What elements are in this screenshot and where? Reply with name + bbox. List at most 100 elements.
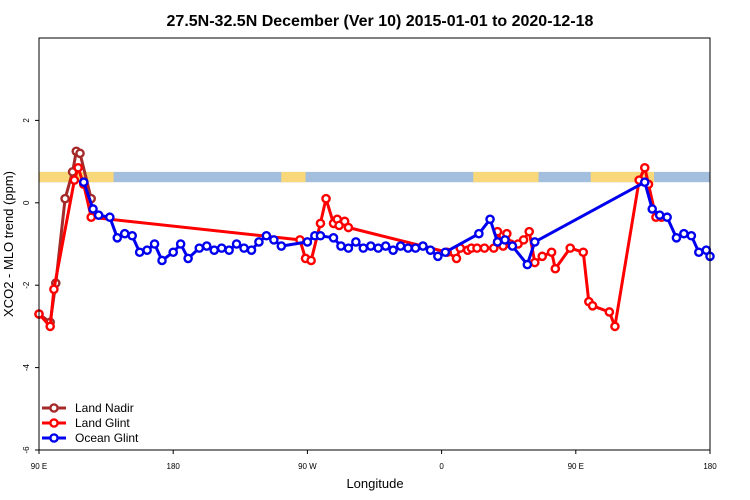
data-point-ocean-glint xyxy=(269,235,279,245)
y-tick-label: -2 xyxy=(22,281,31,289)
data-point-ocean-glint xyxy=(119,228,130,239)
data-point-ocean-glint xyxy=(302,237,313,247)
data-point-ocean-glint xyxy=(365,241,376,251)
y-tick-label: 2 xyxy=(22,118,31,123)
data-point-land-glint xyxy=(306,255,316,266)
data-point-land-glint xyxy=(537,251,548,262)
data-point-ocean-glint xyxy=(679,228,689,239)
data-point-ocean-glint xyxy=(529,237,540,247)
data-point-land-glint xyxy=(546,247,557,258)
data-point-land-glint xyxy=(472,243,482,253)
data-point-ocean-glint xyxy=(647,204,658,214)
data-point-ocean-glint xyxy=(418,241,428,251)
data-point-land-glint xyxy=(321,193,331,204)
data-point-ocean-glint xyxy=(93,210,104,220)
data-point-ocean-glint xyxy=(216,243,227,253)
legend-label-land-glint: Land Glint xyxy=(75,416,130,430)
data-point-ocean-glint xyxy=(410,243,421,253)
data-point-land-nadir xyxy=(60,193,70,204)
legend-label-land-nadir: Land Nadir xyxy=(75,401,134,415)
data-point-land-glint xyxy=(479,243,490,253)
data-point-ocean-glint xyxy=(276,241,287,251)
legend-label-ocean-glint: Ocean Glint xyxy=(75,431,139,445)
data-point-ocean-glint xyxy=(639,177,650,187)
x-tick-label: 90 W xyxy=(298,462,317,471)
data-point-ocean-glint xyxy=(492,237,503,247)
data-point-ocean-glint xyxy=(239,243,249,253)
data-point-land-glint xyxy=(45,321,55,332)
data-point-ocean-glint xyxy=(373,243,384,253)
data-point-ocean-glint xyxy=(425,245,436,255)
y-tick-label: -6 xyxy=(22,446,31,454)
x-tick-label: 90 E xyxy=(31,462,47,471)
data-point-ocean-glint xyxy=(686,230,697,241)
data-point-land-glint xyxy=(73,162,83,173)
legend-marker-land-glint xyxy=(49,418,59,428)
data-point-ocean-glint xyxy=(328,233,339,243)
data-point-ocean-glint xyxy=(183,253,193,264)
y-tick-label: 0 xyxy=(22,200,31,205)
data-point-ocean-glint xyxy=(440,247,451,258)
data-point-land-glint xyxy=(69,175,80,185)
data-point-land-glint xyxy=(86,212,96,223)
surface-strip-ocean xyxy=(39,171,710,183)
legend-marker-ocean-glint xyxy=(49,433,59,443)
data-point-land-glint xyxy=(550,263,561,274)
data-point-land-glint xyxy=(565,243,576,253)
data-point-ocean-glint xyxy=(336,241,346,251)
data-point-ocean-glint xyxy=(231,239,242,249)
data-point-ocean-glint xyxy=(105,212,115,223)
plot-frame xyxy=(38,37,711,451)
data-point-land-glint xyxy=(587,300,598,311)
data-point-ocean-glint xyxy=(134,247,145,258)
data-point-ocean-glint xyxy=(433,251,443,262)
data-point-ocean-glint xyxy=(224,245,234,255)
data-point-land-glint xyxy=(451,253,462,264)
surface-strip-land-1 xyxy=(281,171,306,183)
data-point-land-nadir xyxy=(75,148,85,159)
data-point-ocean-glint xyxy=(88,204,98,214)
data-point-ocean-glint xyxy=(671,233,682,243)
data-point-ocean-glint xyxy=(380,241,391,251)
data-point-land-glint xyxy=(343,222,354,233)
y-axis-label: XCO2 - MLO trend (ppm) xyxy=(1,171,16,317)
data-point-ocean-glint xyxy=(662,212,672,223)
data-point-ocean-glint xyxy=(175,239,186,249)
data-point-land-glint xyxy=(518,235,529,245)
data-point-land-glint xyxy=(639,162,650,173)
x-tick-label: 180 xyxy=(703,462,717,471)
y-tick-label: -4 xyxy=(22,363,31,371)
data-point-ocean-glint xyxy=(395,241,406,251)
data-point-ocean-glint xyxy=(78,177,89,187)
data-point-land-glint xyxy=(604,307,615,317)
data-point-ocean-glint xyxy=(654,210,665,220)
data-point-ocean-glint xyxy=(500,235,510,245)
x-tick-label: 90 E xyxy=(568,462,584,471)
data-point-ocean-glint xyxy=(261,230,272,241)
data-point-ocean-glint xyxy=(485,214,495,225)
chart-title: 27.5N-32.5N December (Ver 10) 2015-01-01… xyxy=(167,13,594,30)
surface-strip-land-3 xyxy=(590,171,655,183)
y-axis: 2 0 -2 -4 -6 xyxy=(22,118,39,454)
surface-strip xyxy=(39,171,710,183)
data-point-ocean-glint xyxy=(149,239,160,249)
data-point-ocean-glint xyxy=(246,245,257,255)
data-point-ocean-glint xyxy=(112,233,123,243)
data-point-land-glint xyxy=(315,218,326,229)
data-point-land-glint xyxy=(610,321,620,332)
data-point-ocean-glint xyxy=(694,247,704,258)
data-point-ocean-glint xyxy=(254,237,264,247)
legend-marker-land-nadir xyxy=(49,403,59,413)
data-point-ocean-glint xyxy=(194,243,205,253)
data-point-ocean-glint xyxy=(142,245,152,255)
x-axis: 90 E 180 90 W 0 90 E 180 xyxy=(31,450,717,471)
data-point-ocean-glint xyxy=(388,245,398,255)
data-point-ocean-glint xyxy=(168,247,178,258)
data-point-ocean-glint xyxy=(201,241,212,251)
x-axis-label: Longitude xyxy=(346,476,403,491)
x-tick-label: 180 xyxy=(167,462,181,471)
data-point-ocean-glint xyxy=(474,228,484,239)
surface-strip-land-2 xyxy=(473,171,539,183)
